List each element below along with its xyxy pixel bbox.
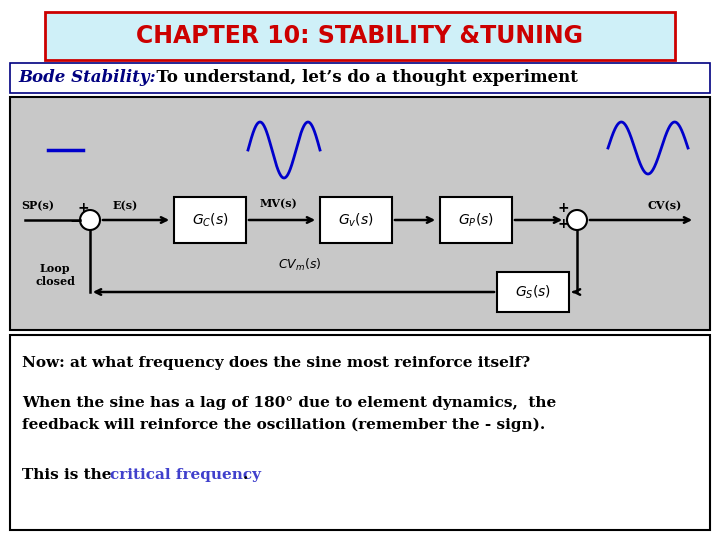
Text: Loop
closed: Loop closed (35, 263, 75, 287)
Text: $G_P(s)$: $G_P(s)$ (458, 211, 494, 229)
Text: +: + (557, 217, 569, 231)
Bar (440, 197, 512, 243)
Text: +: + (77, 201, 89, 215)
Bar (497, 272, 569, 312)
Text: Bode Stability:: Bode Stability: (18, 70, 156, 86)
Text: −: − (70, 214, 82, 230)
Text: CV(s): CV(s) (648, 200, 682, 212)
Text: .: . (243, 468, 248, 482)
Text: When the sine has a lag of 180° due to element dynamics,  the: When the sine has a lag of 180° due to e… (22, 396, 557, 410)
Text: SP(s): SP(s) (22, 200, 55, 212)
Text: feedback will reinforce the oscillation (remember the - sign).: feedback will reinforce the oscillation … (22, 418, 545, 432)
Circle shape (80, 210, 100, 230)
Text: E(s): E(s) (112, 200, 138, 212)
Text: $G_C(s)$: $G_C(s)$ (192, 211, 228, 229)
Bar (320, 197, 392, 243)
Text: critical frequency: critical frequency (110, 468, 261, 482)
Text: $G_S(s)$: $G_S(s)$ (515, 284, 551, 301)
Bar (45, 12, 675, 60)
Bar (174, 197, 246, 243)
Text: CHAPTER 10: STABILITY &TUNING: CHAPTER 10: STABILITY &TUNING (137, 24, 583, 48)
Text: MV(s): MV(s) (259, 199, 297, 210)
Bar (10, 335, 710, 530)
Text: This is the: This is the (22, 468, 117, 482)
Text: +: + (557, 201, 569, 215)
Text: $CV_m(s)$: $CV_m(s)$ (279, 257, 322, 273)
Text: Now: at what frequency does the sine most reinforce itself?: Now: at what frequency does the sine mos… (22, 356, 530, 370)
Text: $G_v(s)$: $G_v(s)$ (338, 211, 374, 229)
Bar (10, 97, 710, 330)
Bar (10, 63, 710, 93)
Circle shape (567, 210, 587, 230)
Text: To understand, let’s do a thought experiment: To understand, let’s do a thought experi… (145, 70, 578, 86)
